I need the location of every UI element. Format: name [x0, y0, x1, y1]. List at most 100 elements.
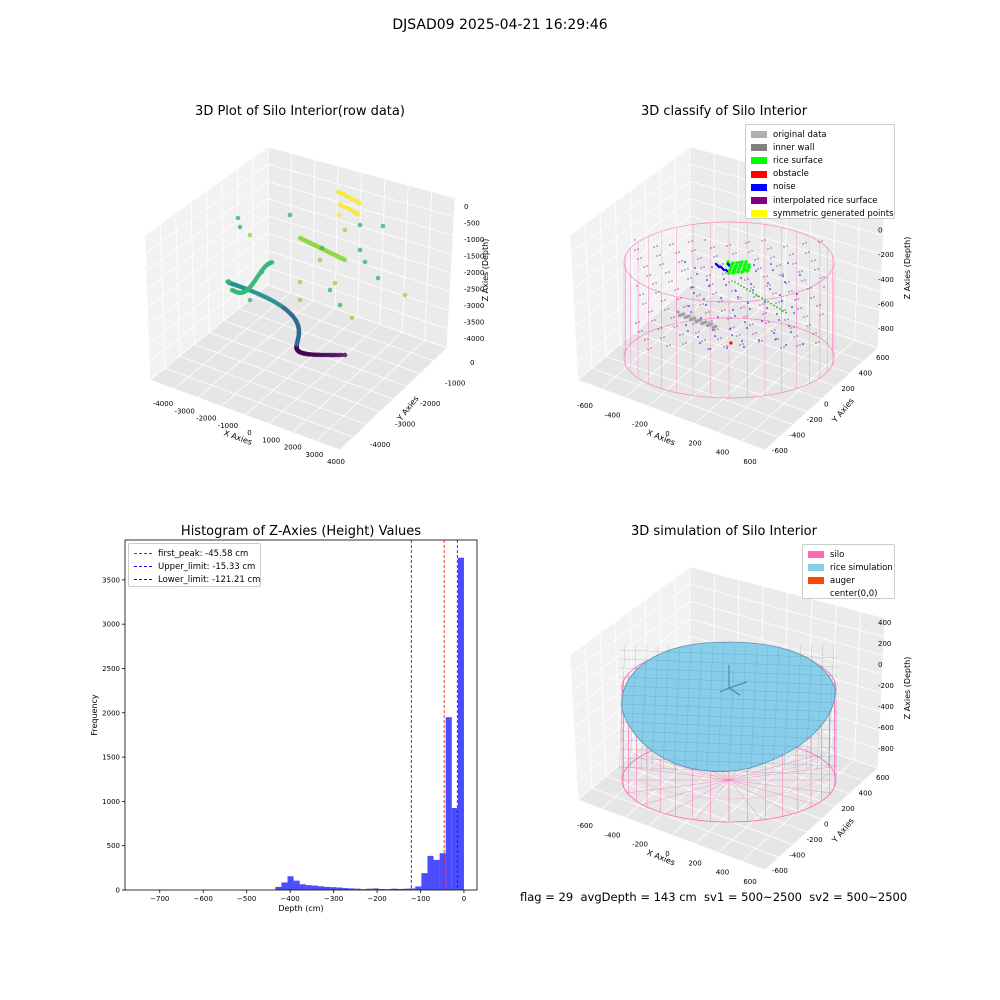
interpolated-point [637, 258, 639, 260]
rice-surface-point [734, 281, 736, 283]
x-tick-label: 400 [716, 449, 729, 457]
panel1-title: 3D Plot of Silo Interior(row data) [195, 104, 405, 119]
interpolated-point [821, 240, 823, 242]
noise-point [684, 261, 686, 263]
noise-point [709, 348, 711, 350]
interpolated-point [657, 328, 659, 330]
data-point [247, 232, 253, 238]
panel2-title: 3D classify of Silo Interior [640, 104, 808, 119]
histogram-bar [445, 717, 452, 890]
x-tick-label: -400 [605, 411, 621, 419]
interpolated-point [730, 317, 732, 319]
data-point [380, 223, 386, 229]
interpolated-point [686, 305, 688, 307]
z-tick-label: -400 [878, 703, 894, 711]
legend-swatch [808, 591, 824, 598]
histogram-bar [305, 885, 312, 890]
interpolated-point [677, 288, 679, 290]
interpolated-point [745, 242, 747, 244]
interpolated-point [702, 303, 704, 305]
interpolated-point [820, 277, 822, 279]
interpolated-point [719, 264, 721, 266]
panel2-y-ticks: -600-400-2000 200 400 600 [772, 354, 889, 455]
silo-floor-line [728, 766, 831, 781]
data-point [226, 279, 232, 284]
interpolated-point [759, 304, 761, 306]
noise-point [753, 264, 755, 266]
interpolated-point [753, 296, 755, 298]
noise-point [766, 307, 768, 309]
y-tick-label: 2500 [102, 665, 120, 673]
data-point [357, 247, 363, 253]
histogram-bar [336, 887, 343, 890]
x-tick-label: -1000 [218, 422, 238, 430]
interpolated-point [682, 333, 684, 335]
data-point [342, 352, 348, 358]
noise-point [778, 319, 780, 321]
panel2-x-ticks: -600 -400 -200 0 200 400 600 [577, 402, 757, 466]
y-tick-label: -600 [772, 867, 788, 875]
surface-mesh-line [739, 644, 747, 771]
z-tick-label: -3000 [464, 302, 484, 310]
z-tick-label: -800 [878, 745, 894, 753]
interpolated-point [638, 331, 640, 333]
x-tick-label: −200 [367, 895, 386, 903]
panel4-title: 3D simulation of Silo Interior [631, 524, 817, 539]
surface-mesh-line [684, 644, 692, 771]
legend-label: interpolated rice surface [773, 195, 878, 206]
silo-floor-line [642, 779, 730, 805]
interpolated-point [669, 244, 671, 246]
z-tick-label: 400 [878, 619, 891, 627]
noise-point [697, 336, 699, 338]
original-point [714, 324, 718, 329]
interpolated-point [805, 242, 807, 244]
noise-point [775, 338, 777, 340]
z-tick-label: -4000 [464, 335, 484, 343]
legend-swatch [751, 170, 767, 178]
interpolated-point [659, 264, 661, 266]
surface-mesh-line [783, 644, 791, 771]
interpolated-point [783, 346, 785, 348]
x-tick-label: 4000 [327, 458, 345, 466]
rice-surface-point [773, 304, 775, 307]
panel4-rice-surface [618, 641, 839, 776]
legend-line [134, 566, 152, 568]
interpolated-point [742, 343, 744, 345]
panel4-z-ticks: -800 -600 -400 -200 0 200 400 [878, 619, 894, 753]
data-point [297, 279, 303, 285]
interpolated-point [764, 239, 766, 241]
interpolated-point [751, 250, 753, 252]
histogram-bar [342, 888, 349, 890]
noise-point [790, 331, 792, 333]
surface-mesh-line [717, 644, 725, 771]
noise-point [696, 273, 698, 275]
z-tick-label: -200 [878, 251, 894, 259]
y-tick-label: -3000 [395, 421, 415, 429]
histogram-bar [366, 888, 373, 890]
silo-floor-line [728, 779, 816, 805]
interpolated-point [807, 288, 809, 290]
noise-point [691, 286, 693, 288]
interpolated-point [645, 302, 647, 304]
interpolated-point [823, 286, 825, 288]
legend-item: rice simulation [808, 561, 893, 574]
original-point [710, 322, 714, 326]
histogram-bar [324, 886, 331, 890]
x-tick-label: 200 [688, 439, 701, 447]
surface-mesh-line [640, 644, 648, 771]
surface-mesh-line [619, 649, 839, 659]
y-tick-label: 400 [859, 370, 872, 378]
surface-mesh-line [761, 644, 769, 771]
data-point [345, 205, 351, 211]
x-tick-label: −300 [324, 895, 343, 903]
noise-point [714, 335, 716, 337]
interpolated-point [750, 287, 752, 289]
interpolated-point [773, 256, 775, 258]
panel1-y-ticks: 0 -1000 -2000 -3000 -4000 [370, 359, 474, 449]
interpolated-point [713, 256, 715, 258]
histogram-bar [330, 887, 337, 890]
interpolated-point [640, 257, 642, 259]
silo-floor-line [728, 755, 816, 781]
y-tick-label: 400 [859, 790, 872, 798]
interpolated-point [814, 259, 816, 261]
